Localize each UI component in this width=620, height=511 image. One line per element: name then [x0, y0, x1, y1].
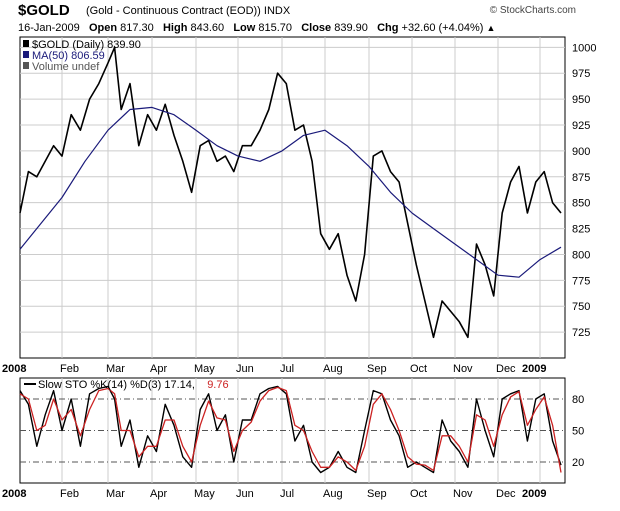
chg-label: Chg [377, 22, 399, 34]
up-arrow-icon: ▲ [486, 23, 496, 33]
chg-value: +32.60 (+4.04%) [401, 22, 484, 34]
y-tick-label: 850 [572, 198, 590, 210]
legend-entry: 9.76 [207, 379, 228, 391]
x-tick-label: 2009 [522, 488, 546, 500]
y-tick-label: 825 [572, 224, 590, 236]
x-tick-label: Sep [367, 363, 387, 375]
series-line-0 [19, 46, 562, 339]
x-tick-label: May [194, 488, 215, 500]
x-tick-label: Jun [236, 363, 254, 375]
x-tick-label: Nov [453, 488, 473, 500]
high-label: High [162, 22, 188, 34]
y-tick-label: 975 [572, 68, 590, 80]
legend: Slow STO %K(14) %D(3) 17.14, 9.76 [24, 379, 229, 391]
x-tick-label: Jul [280, 363, 294, 375]
y-tick-label: 775 [572, 275, 590, 287]
open-value: 817.30 [120, 22, 154, 34]
x-tick-label: Feb [60, 363, 79, 375]
stochastic-panel: 20 50 80 2008 Feb Mar Apr May Jun Jul Aug Sep Oct Nov… [2, 377, 584, 500]
y-tick-label: 725 [572, 327, 590, 339]
close-label: Close [301, 22, 332, 34]
x-tick-label: Nov [453, 363, 473, 375]
x-tick-label: Aug [323, 363, 343, 375]
x-tick-label: Sep [367, 488, 387, 500]
x-tick-label: Apr [150, 363, 167, 375]
x-tick-label: Mar [106, 488, 125, 500]
y-tick-label: 800 [572, 249, 590, 261]
chart-subtitle: (Gold - Continuous Contract (EOD)) INDX [86, 5, 291, 17]
x-tick-label: Feb [60, 488, 79, 500]
y-tick-label: 900 [572, 146, 590, 158]
x-tick-label: Jun [236, 488, 254, 500]
y-tick-label: 80 [572, 394, 584, 406]
x-tick-label: May [194, 363, 215, 375]
y-tick-label: 1000 [572, 42, 596, 54]
legend-entry: Volume undef [32, 61, 100, 73]
x-tick-label: Apr [150, 488, 167, 500]
x-tick-label: Oct [410, 488, 427, 500]
panel-frame [19, 36, 566, 359]
legend-swatch [23, 51, 29, 58]
quote-line: 16-Jan-2009 Open 817.30 High 843.60 Low … [18, 22, 495, 34]
legend-swatch [23, 40, 29, 47]
close-value: 839.90 [334, 22, 368, 34]
low-value: 815.70 [258, 22, 293, 34]
y-tick-label: 750 [572, 301, 590, 313]
x-tick-label: Dec [496, 363, 516, 375]
series-line-1 [19, 106, 562, 278]
y-tick-label: 50 [572, 426, 584, 438]
series-line-1 [19, 386, 562, 473]
x-tick-label: 2008 [2, 363, 26, 375]
chart-symbol: $GOLD [18, 2, 70, 19]
y-tick-label: 875 [572, 172, 590, 184]
x-tick-label: Dec [496, 488, 516, 500]
x-tick-label: Mar [106, 363, 125, 375]
y-tick-label: 925 [572, 120, 590, 132]
open-label: Open [88, 22, 118, 34]
y-tick-label: 950 [572, 94, 590, 106]
x-tick-label: Oct [410, 363, 427, 375]
legend-entry: $GOLD (Daily) 839.90 [32, 39, 141, 51]
legend-entry: MA(50) 806.59 [32, 50, 105, 62]
y-tick-label: 20 [572, 457, 584, 469]
legend-swatch [23, 62, 29, 69]
x-tick-label: 2009 [522, 363, 546, 375]
x-tick-label: Jul [280, 488, 294, 500]
high-value: 843.60 [190, 22, 225, 34]
price-panel: 725 750 775 800 825 850 875 900 925 950 975 1000 200… [2, 36, 596, 375]
series-line-0 [19, 385, 562, 474]
x-tick-label: 2008 [2, 488, 26, 500]
x-tick-label: Aug [323, 488, 343, 500]
brand-watermark: © StockCharts.com [489, 5, 576, 16]
quote-date: 16-Jan-2009 [18, 22, 80, 34]
low-label: Low [233, 22, 256, 34]
legend-entry: Slow STO %K(14) %D(3) 17.14, [38, 379, 195, 391]
